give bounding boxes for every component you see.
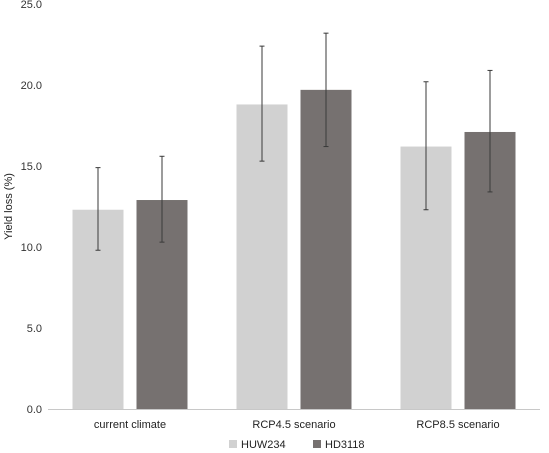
legend-swatch-huw234 [229,440,237,448]
y-tick-label: 5.0 [27,323,42,335]
y-axis-title: Yield loss (%) [3,173,15,240]
y-axis-ticks: 0.0 5.0 10.0 15.0 20.0 25.0 [21,0,42,416]
y-tick-label: 0.0 [27,404,42,416]
x-category-label: RCP4.5 scenario [252,419,335,431]
y-tick-label: 25.0 [21,0,42,11]
legend-label-hd3118: HD3118 [325,439,365,451]
legend-label-huw234: HUW234 [241,439,286,451]
error-bars-group [95,32,493,251]
x-axis-category-labels: current climate RCP4.5 scenario RCP8.5 sce… [94,419,500,431]
y-tick-label: 20.0 [21,80,42,92]
legend-swatch-hd3118 [313,440,321,448]
y-tick-label: 15.0 [21,161,42,173]
x-category-label: current climate [94,419,166,431]
y-tick-label: 10.0 [21,242,42,254]
x-category-label: RCP8.5 scenario [416,419,499,431]
legend: HUW234 HD3118 [229,439,365,451]
bars-group [72,89,516,410]
